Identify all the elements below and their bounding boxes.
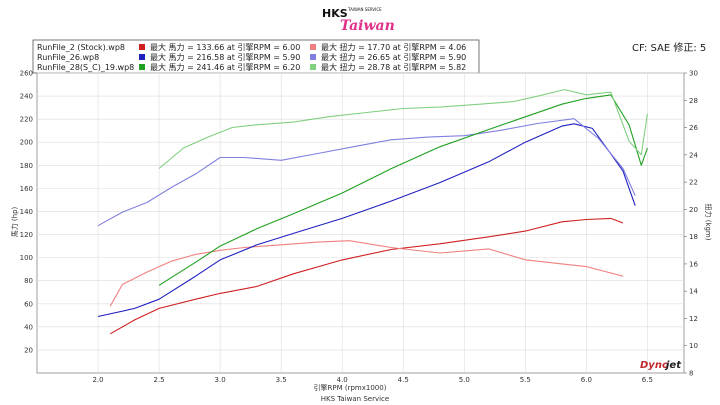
legend-swatch-torque-2 — [310, 54, 316, 60]
y2-tick-label: 12 — [689, 315, 698, 323]
legend-torque-3: 最大 扭力 = 28.78 at 引擎RPM = 5.82 — [321, 62, 466, 72]
series-group — [97, 89, 648, 335]
watermark-dyno: Dyno — [640, 360, 669, 371]
series-line-2 — [109, 240, 624, 307]
y2-tick-label: 14 — [689, 288, 698, 296]
y2-tick-label: 26 — [689, 124, 698, 132]
watermark-jet: jet — [664, 360, 682, 371]
y-tick-label: 220 — [20, 116, 33, 124]
y2-tick-label: 20 — [689, 206, 698, 214]
y-axis-title: 馬力 (hp) — [10, 206, 19, 237]
x-tick-label: 2.5 — [154, 376, 165, 384]
dynojet-watermark: Dyno jet — [640, 360, 682, 371]
footer: HKS Taiwan Service — [321, 395, 389, 403]
y2-tick-label: 16 — [689, 260, 698, 268]
x-tick-label: 5.0 — [459, 376, 470, 384]
series-line-4 — [97, 118, 636, 227]
legend-power-2: 最大 馬力 = 216.58 at 引擎RPM = 5.90 — [150, 52, 300, 62]
legend-torque-2: 最大 扭力 = 26.65 at 引擎RPM = 5.90 — [321, 52, 466, 62]
x-tick-label: 4.0 — [337, 376, 348, 384]
series-line-5 — [158, 94, 648, 286]
y2-tick-label: 28 — [689, 97, 698, 105]
x-tick-label: 2.0 — [92, 376, 103, 384]
legend-swatch-power-1 — [139, 44, 145, 50]
legend-swatch-power-3 — [139, 64, 145, 70]
y-tick-label: 40 — [24, 323, 33, 331]
legend: RunFile_2 (Stock).wp8 RunFile_26.wp8 Run… — [32, 39, 480, 74]
hks-logo: HKS TAIWAN SERVICE Taiwan — [322, 7, 395, 34]
x-tick-label: 6.0 — [581, 376, 592, 384]
legend-swatch-torque-3 — [310, 64, 316, 70]
legend-file-2: RunFile_26.wp8 — [37, 53, 99, 62]
x-tick-label: 3.5 — [276, 376, 287, 384]
y-tick-label: 20 — [24, 346, 33, 354]
legend-power-3: 最大 馬力 = 241.46 at 引擎RPM = 6.20 — [150, 62, 300, 72]
y-tick-label: 260 — [20, 70, 33, 78]
y-tick-label: 180 — [20, 162, 33, 170]
y-tick-label: 160 — [20, 185, 33, 193]
x-tick-label: 5.5 — [520, 376, 531, 384]
y-tick-label: 200 — [20, 139, 33, 147]
grid — [37, 72, 684, 373]
legend-swatch-power-2 — [139, 54, 145, 60]
y2-tick-label: 24 — [689, 151, 698, 159]
x-axis-title: 引擎RPM (rpmx1000) — [314, 383, 387, 392]
y-axis-right: 8 10 12 14 16 18 20 22 24 26 28 30 — [684, 70, 698, 378]
x-tick-label: 3.0 — [215, 376, 226, 384]
legend-swatch-torque-1 — [310, 44, 316, 50]
series-line-1 — [109, 217, 624, 335]
y-axis-left: 20 40 60 80 100 120 140 160 180 200 220 240 260 — [20, 70, 33, 355]
plot-area — [36, 72, 685, 374]
logo-brand: HKS — [322, 7, 348, 20]
logo-script: Taiwan — [340, 18, 395, 34]
y2-tick-label: 10 — [689, 342, 698, 350]
x-tick-label: 4.5 — [398, 376, 409, 384]
legend-file-1: RunFile_2 (Stock).wp8 — [37, 43, 125, 52]
y-tick-label: 80 — [24, 277, 33, 285]
y-tick-label: 60 — [24, 300, 33, 308]
series-line-3 — [97, 123, 636, 318]
y-tick-label: 240 — [20, 93, 33, 101]
y2-tick-label: 8 — [689, 370, 693, 378]
y-tick-label: 140 — [20, 208, 33, 216]
logo-tagline: TAIWAN SERVICE — [347, 7, 382, 12]
series-line-6 — [158, 89, 648, 169]
y2-axis-title: 扭力 (kgm) — [704, 203, 713, 240]
x-axis: 2.0 2.5 3.0 3.5 4.0 4.5 5.0 5.5 6.0 6.5 — [92, 376, 652, 384]
legend-torque-1: 最大 扭力 = 17.70 at 引擎RPM = 4.06 — [321, 42, 466, 52]
y-tick-label: 100 — [20, 254, 33, 262]
x-tick-label: 6.5 — [642, 376, 653, 384]
legend-box — [32, 39, 480, 74]
y2-tick-label: 30 — [689, 70, 698, 78]
legend-power-1: 最大 馬力 = 133.66 at 引擎RPM = 6.00 — [150, 42, 300, 52]
cf-label: CF: SAE 修正: 5 — [632, 41, 706, 54]
legend-file-3: RunFile_28(S_C)_19.wp8 — [37, 63, 134, 72]
y2-tick-label: 22 — [689, 179, 698, 187]
y2-tick-label: 18 — [689, 233, 698, 241]
y-tick-label: 120 — [20, 231, 33, 239]
